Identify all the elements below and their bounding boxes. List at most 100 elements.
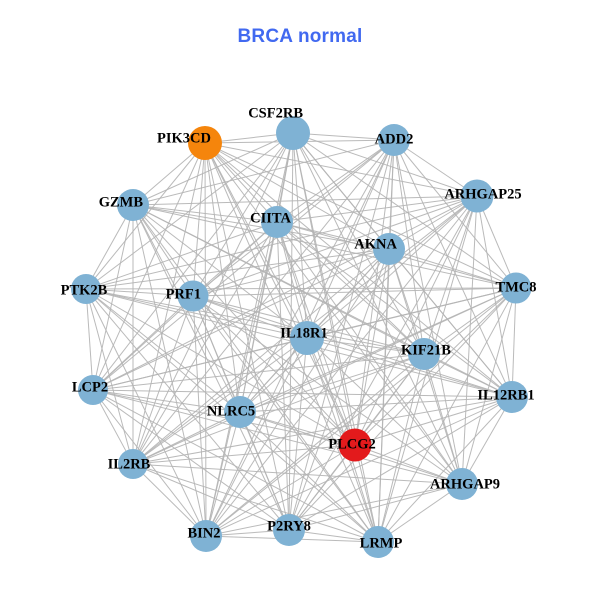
edge-KIF21B-NLRC5	[239, 353, 425, 413]
edge-CIITA-ARHGAP9	[276, 221, 463, 485]
edge-TMC8-P2RY8	[288, 287, 517, 531]
node-label-LRMP: LRMP	[360, 535, 403, 551]
edge-ADD2-P2RY8	[288, 139, 395, 531]
node-PIK3CD[interactable]	[188, 126, 222, 160]
edge-ARHGAP25-CIITA	[276, 195, 478, 223]
edge-AKNA-LRMP	[377, 248, 390, 543]
edge-IL18R1-ARHGAP9	[306, 337, 463, 485]
edge-PTK2B-PRF1	[85, 288, 194, 297]
edge-ADD2-LCP2	[92, 139, 395, 391]
node-LCP2[interactable]	[78, 375, 108, 405]
edge-CIITA-IL18R1	[276, 221, 308, 339]
edge-LCP2-NLRC5	[92, 389, 241, 413]
edge-ARHGAP25-P2RY8	[288, 195, 478, 531]
edge-ARHGAP9-LRMP	[377, 483, 463, 543]
edge-IL18R1-BIN2	[205, 337, 308, 537]
node-label-IL18R1: IL18R1	[280, 325, 328, 341]
edge-AKNA-TMC8	[388, 248, 517, 289]
node-label-IL2RB: IL2RB	[108, 456, 151, 472]
edge-AKNA-IL12RB1	[388, 248, 513, 398]
edge-LCP2-IL12RB1	[92, 389, 513, 398]
edge-ARHGAP25-AKNA	[388, 195, 478, 250]
node-P2RY8[interactable]	[273, 514, 305, 546]
node-ARHGAP9[interactable]	[446, 468, 478, 500]
node-label-KIF21B: KIF21B	[401, 342, 451, 358]
edge-ARHGAP25-PRF1	[192, 195, 478, 297]
edge-GZMB-PTK2B	[85, 204, 134, 290]
edge-GZMB-TMC8	[132, 204, 517, 289]
edge-KIF21B-LRMP	[377, 353, 425, 543]
edge-ADD2-KIF21B	[393, 139, 425, 355]
node-AKNA[interactable]	[373, 233, 405, 265]
edge-ADD2-IL18R1	[306, 139, 395, 339]
node-NLRC5[interactable]	[224, 396, 256, 428]
edge-ARHGAP9-BIN2	[205, 483, 463, 537]
edge-AKNA-LCP2	[92, 248, 390, 391]
node-PRF1[interactable]	[177, 280, 209, 312]
edge-GZMB-PLCG2	[132, 204, 356, 446]
edge-IL18R1-IL2RB	[132, 337, 308, 465]
node-BIN2[interactable]	[190, 520, 222, 552]
edge-CSF2RB-IL2RB	[132, 132, 294, 465]
edge-CIITA-PTK2B	[85, 221, 278, 290]
node-ADD2[interactable]	[378, 124, 410, 156]
edge-PIK3CD-AKNA	[204, 142, 390, 250]
edge-AKNA-P2RY8	[288, 248, 390, 531]
node-PLCG2[interactable]	[338, 428, 372, 462]
edge-ADD2-CIITA	[276, 139, 395, 223]
edge-CSF2RB-LCP2	[92, 132, 294, 391]
edge-PLCG2-BIN2	[205, 444, 356, 537]
edge-CSF2RB-TMC8	[292, 132, 517, 289]
edge-GZMB-IL12RB1	[132, 204, 513, 398]
edge-GZMB-LRMP	[132, 204, 379, 543]
edge-NLRC5-PLCG2	[239, 411, 356, 446]
edge-PLCG2-IL2RB	[132, 444, 356, 465]
edge-PIK3CD-BIN2	[204, 142, 207, 537]
edge-IL12RB1-P2RY8	[288, 396, 513, 531]
node-label-PIK3CD: PIK3CD	[157, 130, 211, 146]
edge-ARHGAP25-KIF21B	[423, 195, 478, 355]
edge-PTK2B-PLCG2	[85, 288, 356, 446]
node-CSF2RB[interactable]	[276, 116, 310, 150]
edge-PIK3CD-PTK2B	[85, 142, 206, 290]
edge-LCP2-ARHGAP9	[92, 389, 463, 485]
edge-NLRC5-P2RY8	[239, 411, 290, 531]
edge-CSF2RB-PRF1	[192, 132, 294, 297]
edge-GZMB-LCP2	[92, 204, 134, 391]
node-GZMB[interactable]	[117, 189, 149, 221]
edge-AKNA-IL2RB	[132, 248, 390, 465]
node-ARHGAP25[interactable]	[460, 179, 494, 213]
node-CIITA[interactable]	[261, 206, 293, 238]
node-IL18R1[interactable]	[290, 321, 324, 355]
edge-PTK2B-IL2RB	[85, 288, 134, 465]
nodes-layer	[71, 116, 532, 558]
node-KIF21B[interactable]	[408, 338, 440, 370]
edge-ARHGAP25-IL18R1	[306, 195, 478, 339]
node-label-ADD2: ADD2	[375, 131, 414, 147]
edge-CSF2RB-IL18R1	[292, 132, 308, 339]
edge-PTK2B-BIN2	[85, 288, 207, 537]
edge-IL18R1-LCP2	[92, 337, 308, 391]
edge-IL12RB1-PLCG2	[354, 396, 513, 446]
node-TMC8[interactable]	[500, 272, 532, 304]
edge-GZMB-P2RY8	[132, 204, 290, 531]
edge-KIF21B-ARHGAP9	[423, 353, 463, 485]
edge-NLRC5-BIN2	[205, 411, 241, 537]
node-PTK2B[interactable]	[71, 274, 101, 304]
edge-PIK3CD-ARHGAP25	[204, 142, 478, 197]
edge-TMC8-KIF21B	[423, 287, 517, 355]
edge-IL2RB-ARHGAP9	[132, 463, 463, 485]
edge-PTK2B-NLRC5	[85, 288, 241, 413]
node-IL2RB[interactable]	[118, 449, 148, 479]
edge-GZMB-ARHGAP25	[132, 195, 478, 206]
node-IL12RB1[interactable]	[496, 381, 528, 413]
edge-AKNA-PTK2B	[85, 248, 390, 290]
edge-PTK2B-TMC8	[85, 287, 517, 290]
node-LRMP[interactable]	[362, 526, 394, 558]
edge-PRF1-TMC8	[192, 287, 517, 297]
node-label-PTK2B: PTK2B	[61, 282, 108, 298]
edge-LCP2-PLCG2	[92, 389, 356, 446]
edge-AKNA-PRF1	[192, 248, 390, 297]
edge-GZMB-BIN2	[132, 204, 207, 537]
